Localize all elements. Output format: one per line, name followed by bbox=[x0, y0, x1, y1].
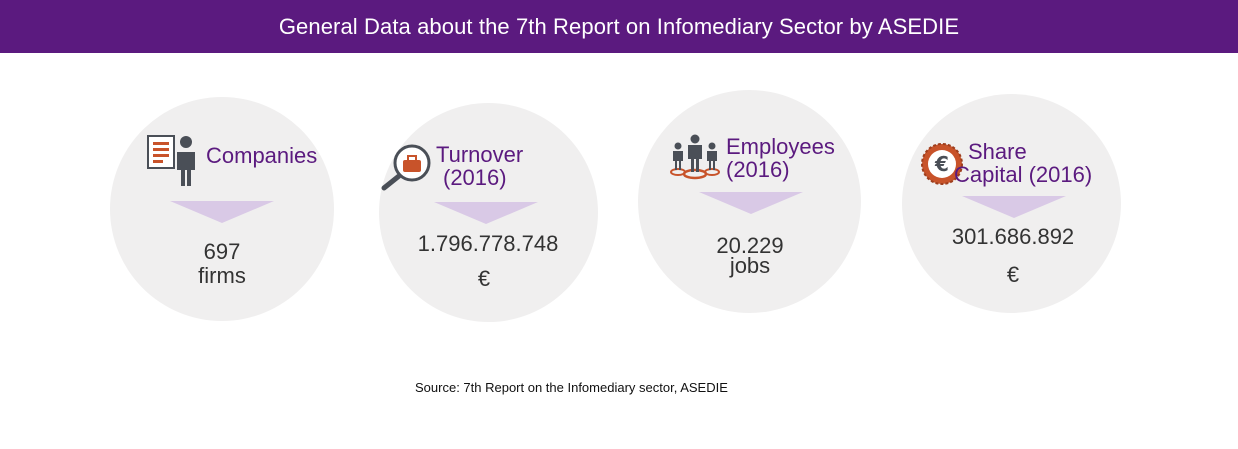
turnover-arrow bbox=[434, 202, 538, 224]
turnover-magnifier-icon bbox=[380, 143, 434, 196]
employees-arrow bbox=[699, 192, 803, 214]
companies-icon bbox=[147, 132, 203, 193]
companies-arrow bbox=[170, 201, 274, 223]
employees-icon bbox=[668, 134, 722, 185]
stat-value-employees: 20.229 jobs bbox=[716, 233, 784, 278]
stat-value-companies: 697 firms bbox=[198, 239, 246, 288]
share-capital-arrow bbox=[962, 196, 1066, 218]
page-title: General Data about the 7th Report on Inf… bbox=[278, 13, 960, 39]
header-banner: General Data about the 7th Report on Inf… bbox=[0, 0, 1238, 53]
stat-label-share-capital: Share Capital (2016) bbox=[954, 139, 1093, 187]
stat-value-share-capital: 301.686.892 € bbox=[951, 224, 1075, 287]
stat-label-turnover: Turnover (2016) bbox=[436, 142, 524, 190]
stat-label-employees: Employees (2016) bbox=[726, 134, 835, 182]
stat-label-companies: Companies bbox=[206, 143, 318, 168]
euro-coin-icon: € bbox=[920, 142, 964, 191]
source-note: Source: 7th Report on the Infomediary se… bbox=[415, 380, 728, 395]
stat-value-turnover: 1.796.778.748 € bbox=[417, 231, 559, 291]
svg-text:€: € bbox=[934, 152, 949, 176]
